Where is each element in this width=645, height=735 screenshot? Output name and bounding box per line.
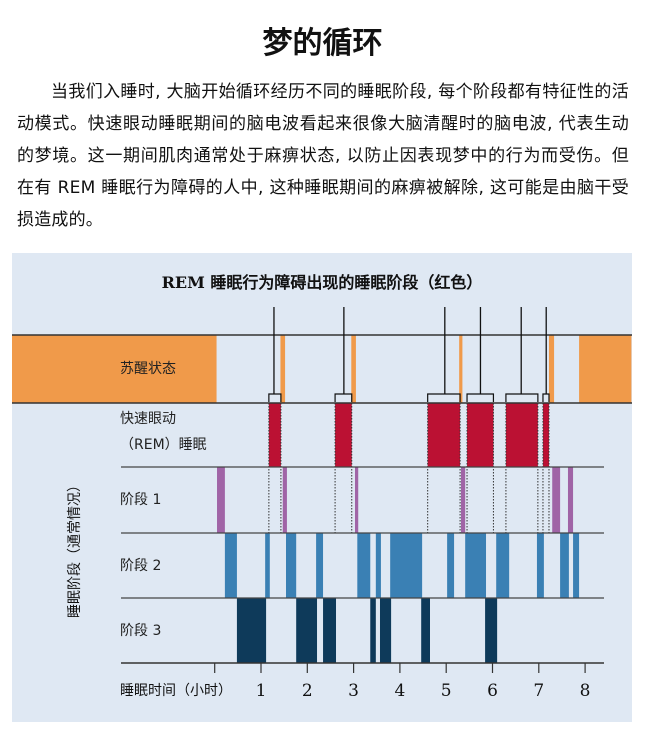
row-label-rem: 快速眼动 （REM）睡眠 [120,406,207,458]
stage-bar-4 [236,598,267,663]
stage-bar-1 [505,403,538,467]
stage-bar-2 [461,467,466,533]
stage-bar-4 [379,598,392,663]
rem-bracket [542,393,550,402]
chart-canvas: 1 2 3 4 5 6 7 8 [12,307,632,701]
x-tick-label: 3 [348,681,359,701]
rem-bracket [268,393,282,402]
page-title: 梦的循环 [262,26,383,61]
stage-bar-3 [316,533,324,598]
stage-bar-0 [351,335,356,403]
chart-title: REM 睡眠行为障碍出现的睡眠阶段（红色） [161,273,483,292]
x-tick-label: 6 [487,681,498,701]
stage-bar-2 [217,467,225,533]
stage-bar-2 [282,467,287,533]
stage-bar-0 [579,335,632,403]
stage-bar-3 [286,533,297,598]
stage-bar-4 [370,598,376,663]
stage-bar-3 [447,533,455,598]
stage-bar-3 [536,533,544,598]
rem-bracket [427,393,461,402]
stage-bar-1 [542,403,549,467]
stage-bar-3 [465,533,487,598]
x-tick-label: 8 [580,681,591,701]
stage-bar-4 [485,598,498,663]
stage-bar-4 [323,598,337,663]
row-label-stage1: 阶段 1 [120,492,162,508]
x-tick-label: 4 [394,681,405,701]
stage-bar-2 [567,467,574,533]
stage-bar-3 [357,533,371,598]
stage-bar-2 [354,467,359,533]
row-label-stage2: 阶段 2 [120,558,162,574]
stage-bar-3 [560,533,569,598]
stage-bar-3 [224,533,237,598]
stage-bar-1 [467,403,494,467]
stage-bar-3 [375,533,381,598]
stage-bar-0 [12,335,217,403]
rem-bracket [334,393,353,402]
stage-bar-0 [280,335,286,403]
x-axis-label: 睡眠时间（小时） [120,683,232,699]
sleep-stage-chart: 1 2 3 4 5 6 7 8 REM 睡眠行为障碍出现的睡眠阶段（红色） 苏醒状态 快速眼动… [12,253,632,722]
x-tick-label: 7 [533,681,544,701]
stage-bar-3 [573,533,580,598]
stage-bar-4 [296,598,318,663]
row-label-awake: 苏醒状态 [120,361,176,377]
stage-bar-3 [496,533,510,598]
stage-bar-1 [427,403,461,467]
row-label-rem-line1: 快速眼动 [120,411,176,427]
stage-bar-1 [335,403,352,467]
stage-bar-4 [421,598,430,663]
y-axis-label: 睡眠阶段（通常情况） [67,478,83,618]
x-tick-label: 5 [441,681,452,701]
stage-bar-3 [265,533,270,598]
x-tick-label: 2 [302,681,313,701]
row-label-rem-line2: （REM）睡眠 [120,437,207,453]
body-paragraph: 当我们入睡时, 大脑开始循环经历不同的睡眠阶段, 每个阶段都有特征性的活动模式。… [17,82,629,230]
stage-bar-2 [552,467,561,533]
row-label-stage3: 阶段 3 [120,623,162,639]
x-tick-label: 1 [256,681,267,701]
stage-bar-0 [459,335,463,403]
rem-bracket [505,393,539,402]
stage-bar-0 [548,335,555,403]
stage-bar-1 [268,403,281,467]
rem-bracket [466,393,495,402]
stage-bar-3 [390,533,423,598]
